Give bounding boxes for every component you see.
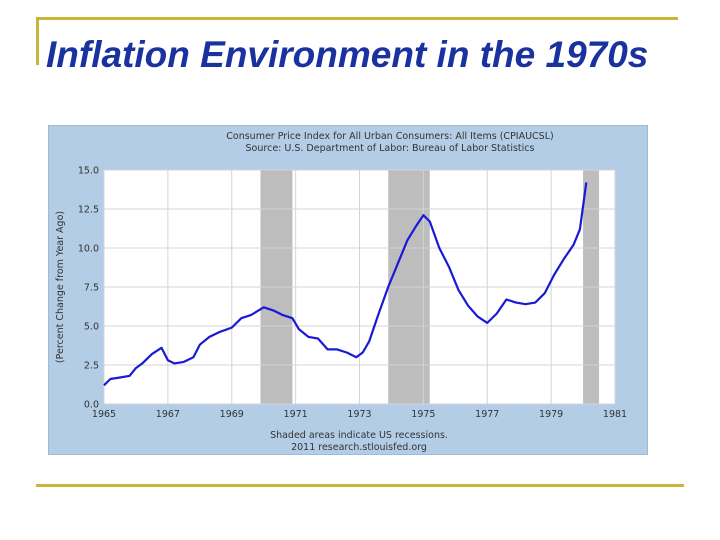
x-tick-label: 1975	[411, 409, 435, 420]
y-axis-label: (Percent Change from Year Ago)	[55, 211, 66, 363]
x-tick-label: 1979	[539, 409, 563, 420]
chart-credit: 2011 research.stlouisfed.org	[291, 442, 427, 453]
x-tick-label: 1971	[284, 409, 308, 420]
y-tick-label: 0.0	[84, 400, 99, 411]
slide-title: Inflation Environment in the 1970s	[46, 34, 649, 75]
y-tick-label: 15.0	[78, 166, 99, 177]
y-tick-label: 10.0	[78, 244, 99, 255]
chart-container: Consumer Price Index for All Urban Consu…	[47, 124, 649, 456]
gridlines	[103, 169, 616, 405]
x-tick-label: 1967	[156, 409, 180, 420]
y-tick-label: 7.5	[84, 283, 99, 294]
y-tick-label: 2.5	[84, 361, 99, 372]
chart-title: Consumer Price Index for All Urban Consu…	[226, 131, 553, 142]
y-tick-labels: 0.0 2.5 5.0 7.5 10.0 12.5 15.0	[78, 166, 99, 411]
x-tick-label: 1973	[347, 409, 371, 420]
y-tick-label: 12.5	[78, 205, 99, 216]
y-tick-label: 5.0	[84, 322, 99, 333]
x-tick-label: 1981	[603, 409, 627, 420]
x-tick-labels: 1965 1967 1969 1971 1973 1975 1977 1979 1981	[92, 409, 627, 420]
left-rule	[36, 17, 39, 65]
x-tick-label: 1977	[475, 409, 499, 420]
chart-subtitle: Source: U.S. Department of Labor: Bureau…	[246, 143, 535, 154]
series-layer	[103, 182, 588, 387]
recession-note: Shaded areas indicate US recessions.	[270, 430, 448, 441]
top-rule	[36, 17, 678, 20]
series-line-cpiaucsl	[103, 182, 588, 387]
x-tick-label: 1965	[92, 409, 116, 420]
x-tick-label: 1969	[220, 409, 244, 420]
cpi-chart: Consumer Price Index for All Urban Consu…	[47, 124, 649, 456]
bottom-rule	[36, 484, 684, 487]
